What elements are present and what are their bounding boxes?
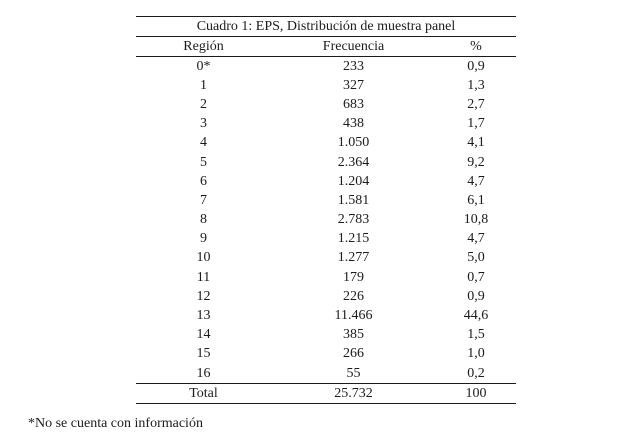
table-row: 10 1.277 5,0 bbox=[136, 249, 516, 268]
table-cell-region: 0* bbox=[196, 58, 211, 74]
table-cell-region: 14 bbox=[196, 327, 211, 343]
table-cell-frequency: 1.050 bbox=[337, 135, 370, 151]
table-cell-frequency: 385 bbox=[343, 327, 364, 343]
total-label: Total bbox=[189, 385, 218, 401]
table-cell-region: 1 bbox=[200, 77, 207, 93]
table-cell-region: 11 bbox=[196, 269, 211, 285]
table-cell-frequency: 683 bbox=[343, 96, 364, 112]
table-row: 9 1.215 4,7 bbox=[136, 230, 516, 249]
table-cell-region: 9 bbox=[200, 231, 207, 247]
table-cell-frequency: 226 bbox=[343, 288, 364, 304]
table-row: 0* 233 0,9 bbox=[136, 57, 516, 76]
table-cell-frequency: 1.277 bbox=[337, 250, 370, 266]
table-cell-percent: 2,7 bbox=[467, 96, 485, 112]
table-cell-percent: 6,1 bbox=[467, 192, 485, 208]
column-header-percent: % bbox=[470, 38, 482, 54]
table-row: 13 11.466 44,6 bbox=[136, 306, 516, 325]
table-cell-percent: 4,7 bbox=[467, 173, 485, 189]
table-cell-frequency: 2.364 bbox=[337, 154, 370, 170]
table-cell-percent: 44,6 bbox=[463, 308, 489, 324]
total-percent: 100 bbox=[465, 385, 487, 401]
table-cell-frequency: 2.783 bbox=[337, 212, 370, 228]
table-row: 15 266 1,0 bbox=[136, 345, 516, 364]
table-cell-percent: 1,3 bbox=[467, 77, 485, 93]
table-title-text: Cuadro 1: EPS, Distribución de muestra p… bbox=[196, 18, 456, 34]
table-cell-frequency: 1.581 bbox=[337, 192, 370, 208]
table-cell-region: 16 bbox=[196, 365, 211, 381]
column-header-region: Región bbox=[183, 38, 224, 54]
table-title: Cuadro 1: EPS, Distribución de muestra p… bbox=[136, 16, 516, 37]
table-cell-percent: 1,7 bbox=[467, 116, 485, 132]
table-cell-region: 5 bbox=[200, 154, 207, 170]
table-footnote: *No se cuenta con información bbox=[28, 416, 203, 431]
table-cell-frequency: 1.215 bbox=[337, 231, 370, 247]
table-cell-region: 10 bbox=[196, 250, 211, 266]
table-header-row: Región Frecuencia % bbox=[136, 37, 516, 57]
column-header-frecuencia: Frecuencia bbox=[322, 38, 385, 54]
table-row: 3 438 1,7 bbox=[136, 115, 516, 134]
table-row: 7 1.581 6,1 bbox=[136, 191, 516, 210]
total-frequency: 25.732 bbox=[334, 385, 373, 401]
table-row: 11 179 0,7 bbox=[136, 268, 516, 287]
table-row: 6 1.204 4,7 bbox=[136, 172, 516, 191]
table-cell-percent: 4,7 bbox=[467, 231, 485, 247]
table-row: 8 2.783 10,8 bbox=[136, 211, 516, 230]
table-cell-percent: 1,0 bbox=[467, 346, 485, 362]
table-row: 5 2.364 9,2 bbox=[136, 153, 516, 172]
table-cell-percent: 5,0 bbox=[467, 250, 485, 266]
table-cell-frequency: 233 bbox=[343, 58, 364, 74]
table-cell-region: 13 bbox=[196, 308, 211, 324]
table-cell-frequency: 1.204 bbox=[337, 173, 370, 189]
table-cell-region: 6 bbox=[200, 173, 207, 189]
table-cell-frequency: 266 bbox=[343, 346, 364, 362]
table-cell-region: 2 bbox=[200, 96, 207, 112]
table-cell-region: 4 bbox=[200, 135, 207, 151]
table-row: 2 683 2,7 bbox=[136, 95, 516, 114]
eps-distribution-table: Cuadro 1: EPS, Distribución de muestra p… bbox=[136, 16, 516, 405]
table-row: 12 226 0,9 bbox=[136, 287, 516, 306]
table-cell-percent: 10,8 bbox=[463, 212, 489, 228]
table-row: 14 385 1,5 bbox=[136, 326, 516, 345]
table-total-row: Total 25.732 100 bbox=[136, 383, 516, 405]
table-row: 4 1.050 4,1 bbox=[136, 134, 516, 153]
table-cell-percent: 0,2 bbox=[467, 365, 485, 381]
table-cell-frequency: 327 bbox=[343, 77, 364, 93]
table-cell-frequency: 11.466 bbox=[334, 308, 373, 324]
table-row: 16 55 0,2 bbox=[136, 364, 516, 383]
table-cell-frequency: 438 bbox=[343, 116, 364, 132]
table-cell-region: 12 bbox=[196, 288, 211, 304]
table-cell-percent: 1,5 bbox=[467, 327, 485, 343]
table-cell-region: 8 bbox=[200, 212, 207, 228]
table-body: 0* 233 0,9 1 327 1,3 2 683 2,7 3 438 1,7… bbox=[136, 57, 516, 383]
table-cell-percent: 0,7 bbox=[467, 269, 485, 285]
table-cell-frequency: 179 bbox=[343, 269, 364, 285]
table-cell-frequency: 55 bbox=[346, 365, 361, 381]
table-cell-percent: 0,9 bbox=[467, 58, 485, 74]
table-cell-percent: 4,1 bbox=[467, 135, 485, 151]
table-cell-percent: 9,2 bbox=[467, 154, 485, 170]
table-cell-region: 7 bbox=[200, 192, 207, 208]
table-row: 1 327 1,3 bbox=[136, 76, 516, 95]
table-cell-region: 3 bbox=[200, 116, 207, 132]
table-cell-region: 15 bbox=[196, 346, 211, 362]
table-cell-percent: 0,9 bbox=[467, 288, 485, 304]
